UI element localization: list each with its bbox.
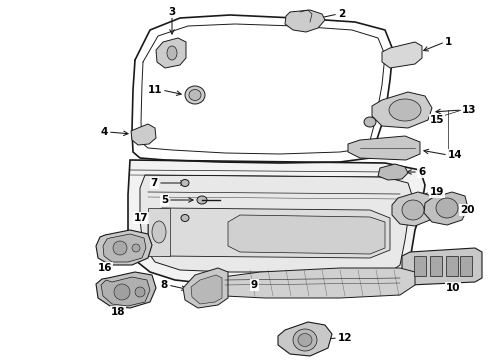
Text: 18: 18 xyxy=(111,307,125,317)
Ellipse shape xyxy=(185,86,205,104)
Text: 7: 7 xyxy=(150,178,158,188)
Text: 10: 10 xyxy=(446,283,460,293)
Text: 6: 6 xyxy=(418,167,425,177)
Polygon shape xyxy=(348,136,420,160)
Polygon shape xyxy=(140,175,412,272)
Ellipse shape xyxy=(135,287,145,297)
Text: 2: 2 xyxy=(338,9,345,19)
Polygon shape xyxy=(131,124,156,145)
Ellipse shape xyxy=(181,180,189,186)
Ellipse shape xyxy=(113,241,127,255)
Polygon shape xyxy=(191,275,222,304)
Polygon shape xyxy=(285,10,325,32)
Text: 16: 16 xyxy=(98,263,112,273)
Ellipse shape xyxy=(364,117,376,127)
Text: 15: 15 xyxy=(430,115,444,125)
Text: 14: 14 xyxy=(448,150,463,160)
Polygon shape xyxy=(183,268,228,308)
Ellipse shape xyxy=(298,333,312,346)
Polygon shape xyxy=(148,208,390,258)
Polygon shape xyxy=(96,272,156,308)
Text: 13: 13 xyxy=(462,105,476,115)
Ellipse shape xyxy=(293,329,317,351)
Ellipse shape xyxy=(389,99,421,121)
Ellipse shape xyxy=(436,198,458,218)
Polygon shape xyxy=(210,268,415,298)
Polygon shape xyxy=(128,160,425,285)
Text: 3: 3 xyxy=(169,7,175,17)
Bar xyxy=(414,256,426,276)
Polygon shape xyxy=(103,234,146,262)
Polygon shape xyxy=(382,42,422,68)
Text: 19: 19 xyxy=(430,187,444,197)
Text: 17: 17 xyxy=(133,213,148,223)
Ellipse shape xyxy=(167,46,177,60)
Polygon shape xyxy=(101,277,150,306)
Polygon shape xyxy=(424,192,468,225)
Ellipse shape xyxy=(402,200,424,220)
Text: 9: 9 xyxy=(251,280,258,290)
Polygon shape xyxy=(372,92,432,128)
Ellipse shape xyxy=(114,284,130,300)
Text: 4: 4 xyxy=(100,127,108,137)
Ellipse shape xyxy=(197,196,207,204)
Bar xyxy=(446,256,458,276)
Polygon shape xyxy=(156,38,186,68)
Ellipse shape xyxy=(152,221,166,243)
Text: 11: 11 xyxy=(147,85,162,95)
Text: 1: 1 xyxy=(445,37,452,47)
Polygon shape xyxy=(96,230,152,265)
Text: 8: 8 xyxy=(161,280,168,290)
Polygon shape xyxy=(392,192,435,226)
Polygon shape xyxy=(378,164,408,180)
Bar xyxy=(460,256,472,276)
Polygon shape xyxy=(402,248,482,285)
Text: 20: 20 xyxy=(460,205,474,215)
Bar xyxy=(430,256,442,276)
Ellipse shape xyxy=(132,244,140,252)
Polygon shape xyxy=(148,208,170,256)
Polygon shape xyxy=(228,215,385,254)
Ellipse shape xyxy=(181,215,189,221)
Text: 12: 12 xyxy=(338,333,352,343)
Text: 5: 5 xyxy=(161,195,168,205)
Ellipse shape xyxy=(189,90,201,100)
Polygon shape xyxy=(278,322,332,356)
